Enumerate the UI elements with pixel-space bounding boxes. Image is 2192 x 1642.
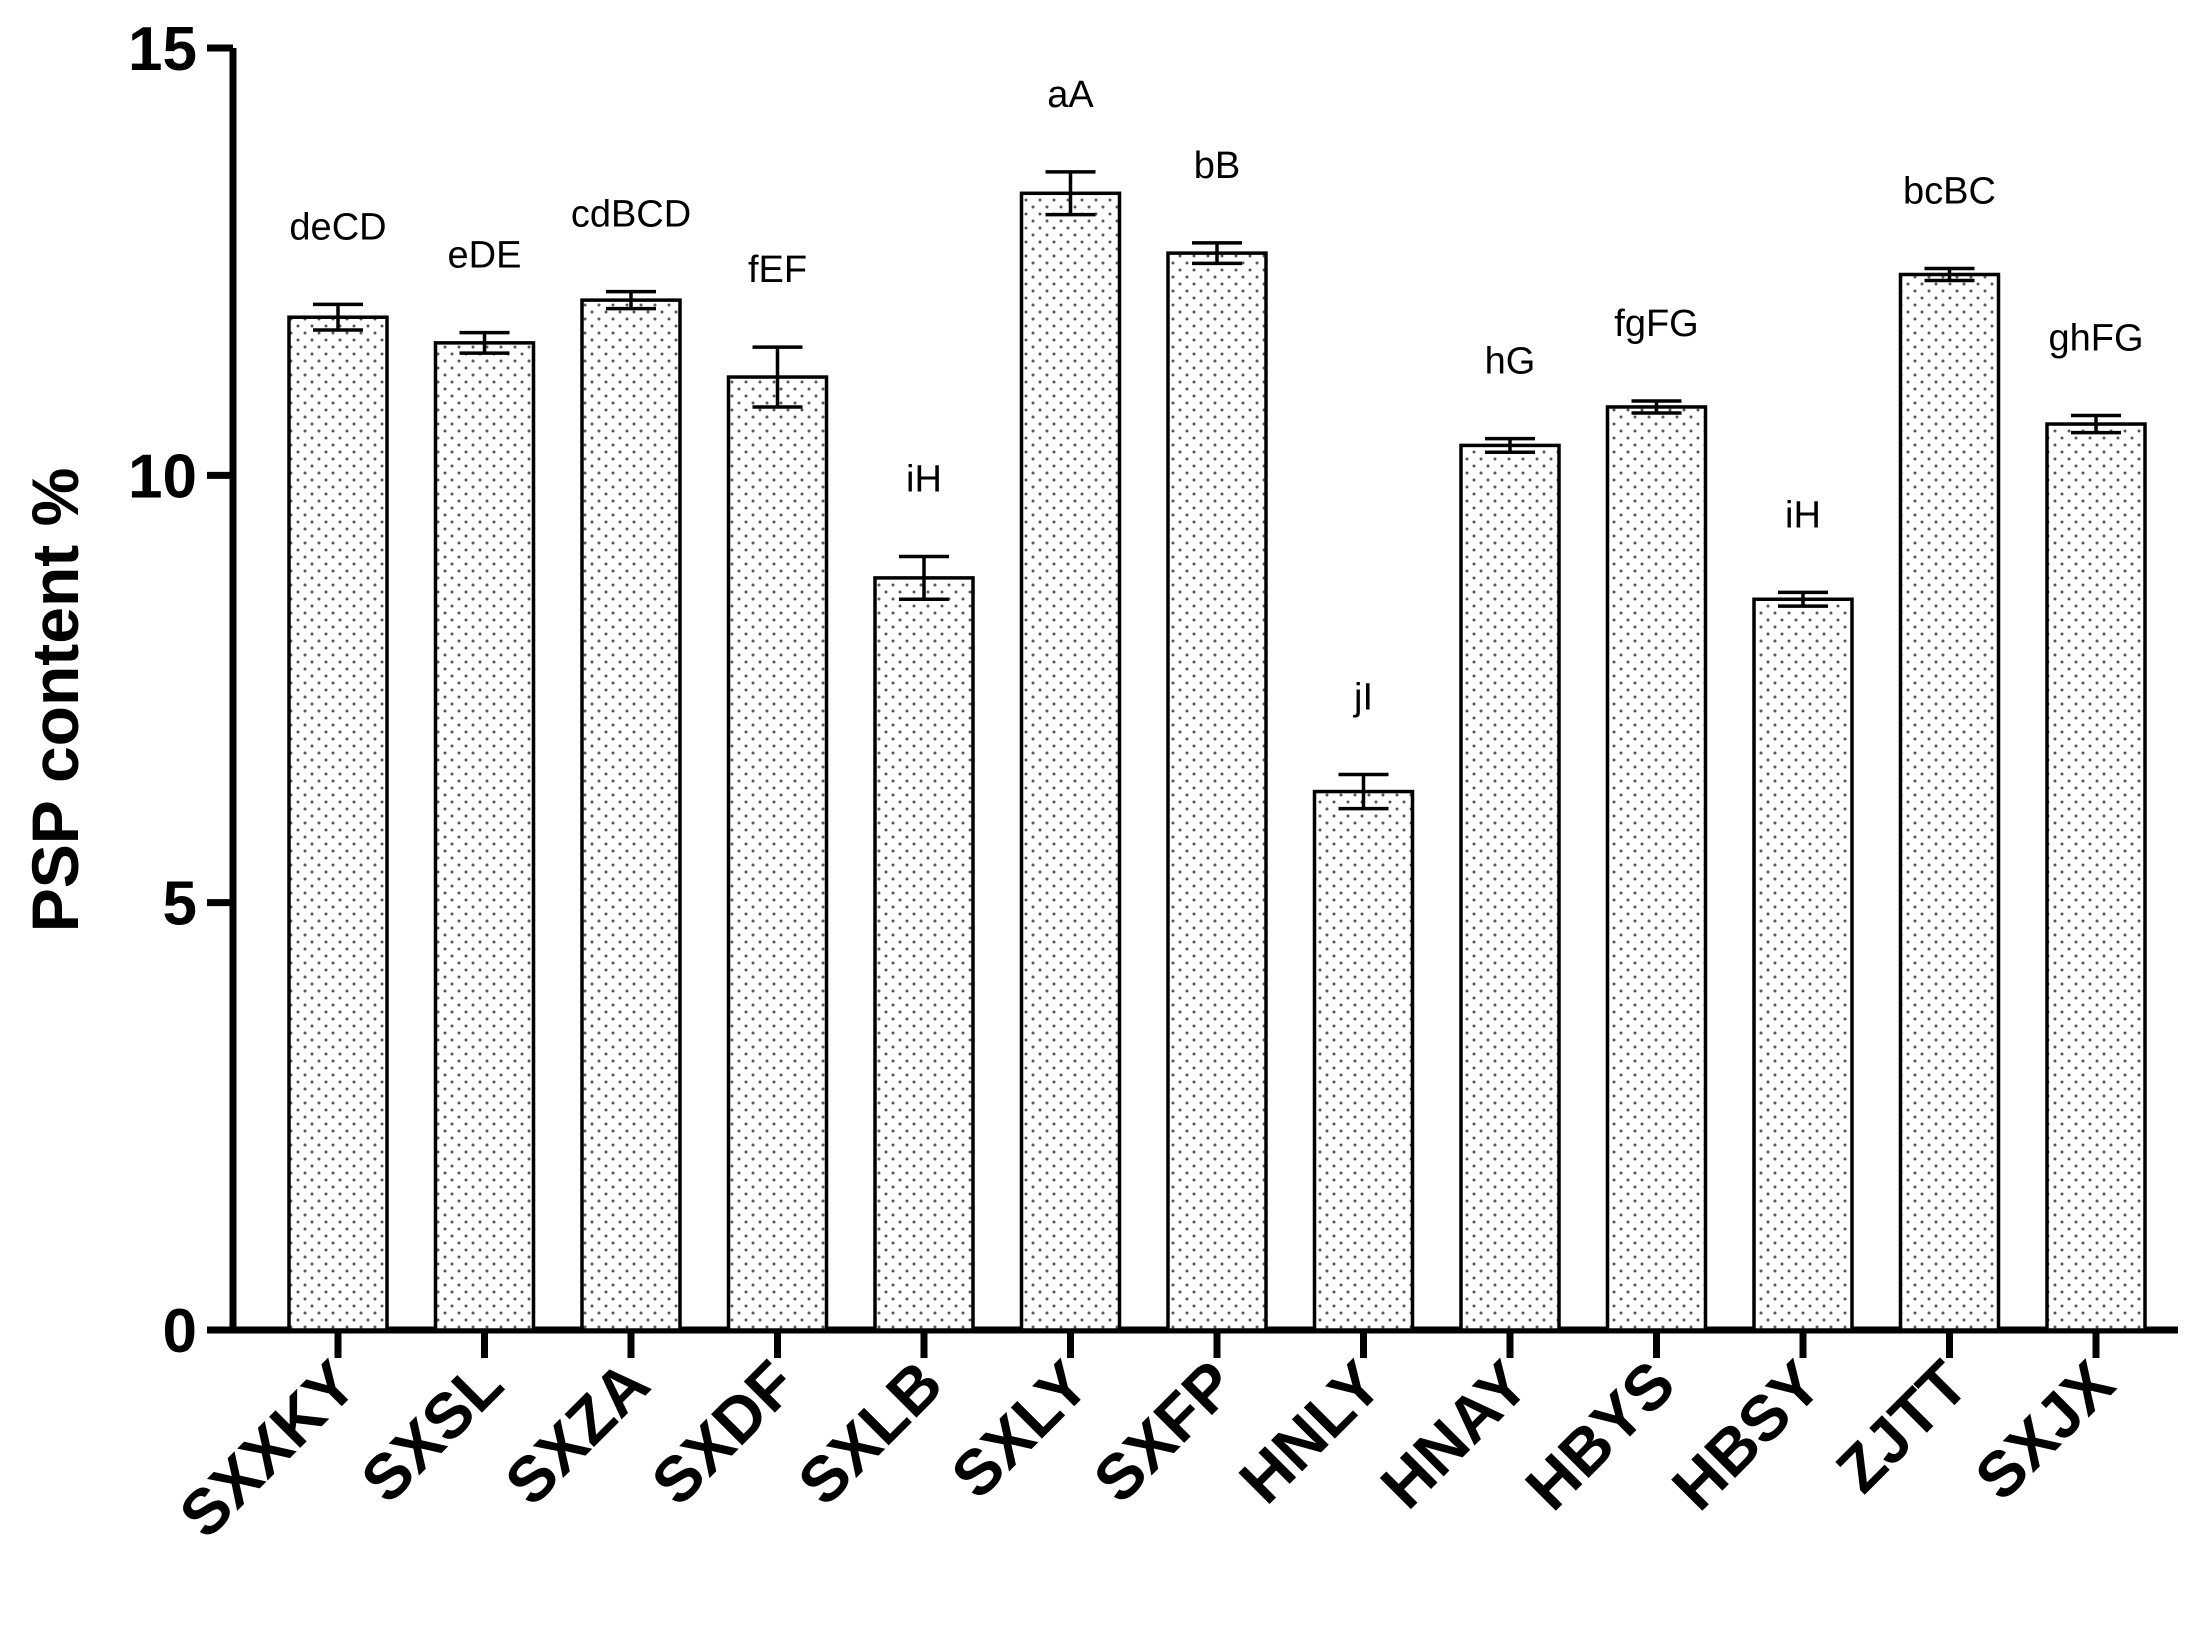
bar-sxza [580,298,682,1332]
x-tick-label-hbys: HBYS [1512,1347,1689,1524]
significance-label-sxsl: eDE [448,235,522,277]
y-tick-label: 0 [163,1297,197,1366]
x-tick-label-sxza: SXZA [491,1347,663,1519]
bar-sxsl [433,341,536,1332]
significance-label-hnly: jI [1353,676,1373,718]
bar-sxjx [2045,422,2147,1332]
bar-sxxky [287,315,389,1332]
x-tick-label-hbsy: HBSY [1658,1347,1835,1524]
bar-hnay [1459,443,1561,1332]
significance-label-hnay: hG [1485,341,1536,383]
bars [287,170,2147,1332]
significance-label-hbsy: iH [1785,494,1821,536]
bar-sxdf [726,375,829,1332]
x-tick-label-sxlb: SXLB [784,1347,956,1519]
bar-hbsy [1752,597,1854,1332]
significance-label-sxxky: deCD [289,206,386,248]
x-tick-label-sxfp: SXFP [1080,1347,1249,1516]
bar-hnly [1312,789,1415,1332]
bar-sxlb [873,576,975,1332]
x-tick-label-sxly: SXLY [937,1347,1102,1512]
significance-label-sxly: aA [1047,74,1094,116]
significance-label-sxfp: bB [1194,145,1240,187]
x-tick-label-zjtt: ZJTT [1822,1347,1981,1506]
bar-sxly [1019,191,1122,1332]
significance-label-sxlb: iH [906,459,942,501]
x-tick-label-sxjx: SXJX [1961,1347,2128,1514]
bar-sxfp [1166,251,1268,1332]
x-tick-label-hnay: HNAY [1367,1347,1542,1522]
y-tick-label: 15 [128,15,197,84]
significance-label-sxza: cdBCD [571,194,691,236]
x-tick-label-sxdf: SXDF [638,1347,810,1519]
y-axis-label: PSP content % [18,468,92,933]
significance-label-sxjx: ghFG [2048,318,2143,360]
significance-label-zjtt: bcBC [1903,171,1996,213]
x-tick-label-hnly: HNLY [1225,1347,1395,1517]
y-tick-label: 10 [128,442,197,511]
bar-zjtt [1898,272,2001,1332]
x-tick-label-sxxky: SXXKY [166,1347,370,1551]
significance-label-hbys: fgFG [1614,303,1698,345]
bar-hbys [1605,405,1708,1332]
y-tick-label: 5 [163,870,197,939]
significance-label-sxdf: fEF [748,249,807,291]
x-tick-label-sxsl: SXSL [347,1347,516,1516]
